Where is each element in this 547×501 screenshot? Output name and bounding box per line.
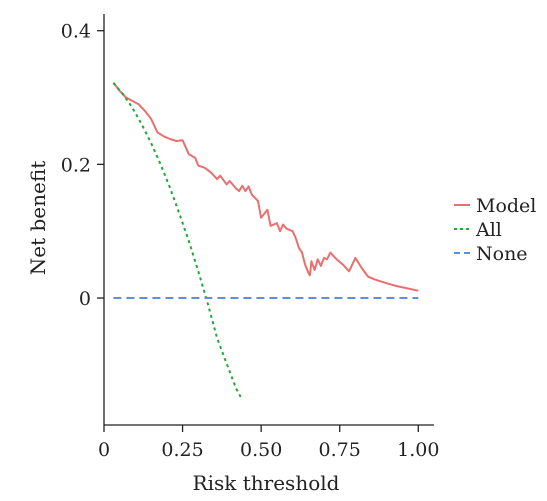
- axes: [103, 14, 434, 426]
- y-tick-label: 0.4: [61, 21, 91, 43]
- y-ticks: 0 0.2 0.4: [61, 21, 104, 310]
- x-tick-label: 0: [98, 439, 110, 461]
- y-tick-label: 0.2: [61, 154, 91, 176]
- series-line-model: [112, 82, 419, 292]
- x-tick-label: 0.75: [319, 439, 361, 461]
- y-tick-label: 0: [79, 288, 91, 310]
- x-tick-label: 0.25: [161, 439, 203, 461]
- legend-label-none: None: [476, 243, 528, 265]
- series-line-all: [112, 82, 242, 398]
- x-axis-label: Risk threshold: [193, 471, 340, 495]
- y-axis-label: Net benefit: [26, 161, 50, 275]
- x-ticks: 0 0.25 0.50 0.75 1.00: [98, 425, 439, 461]
- x-tick-label: 0.50: [240, 439, 282, 461]
- legend-label-model: Model: [476, 195, 536, 217]
- legend-label-all: All: [475, 219, 502, 241]
- series-lines: [112, 82, 419, 398]
- x-tick-label: 1.00: [397, 439, 439, 461]
